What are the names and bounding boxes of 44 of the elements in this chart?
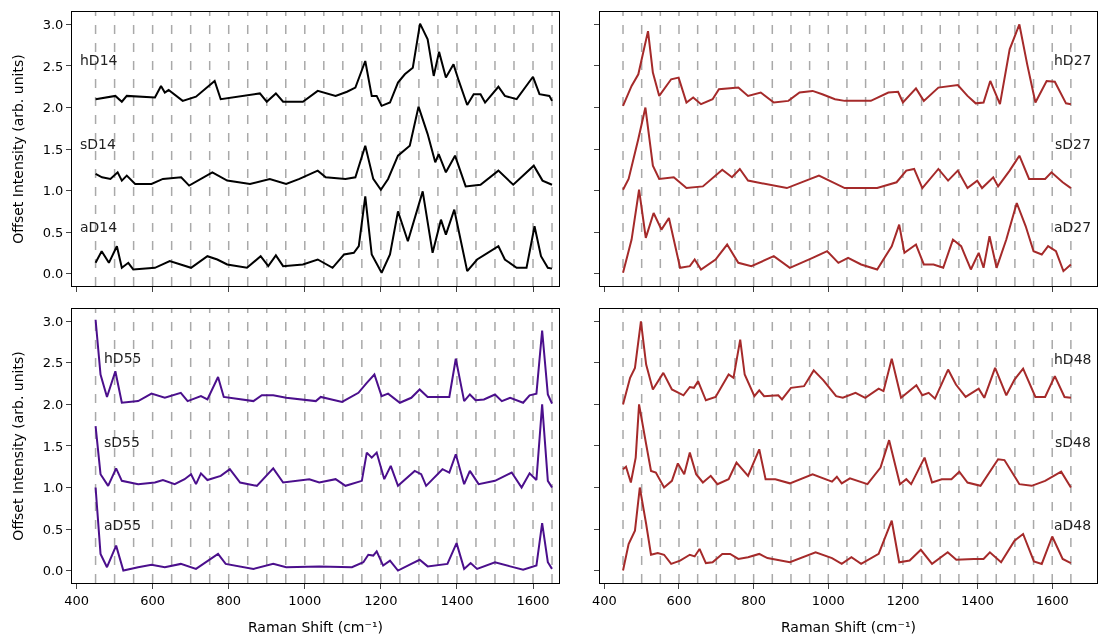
- series-label: sD27: [1055, 136, 1091, 152]
- x-tick-label: 400: [64, 592, 89, 608]
- x-tick-label: 1600: [1035, 592, 1069, 608]
- series-label: aD27: [1054, 219, 1092, 235]
- y-tick-label: 3.0: [42, 17, 64, 33]
- y-tick-label: 0.5: [42, 224, 64, 240]
- x-tick-label: 1400: [961, 592, 995, 608]
- series-label: hD27: [1054, 52, 1092, 68]
- y-tick-label: 1.0: [42, 480, 64, 496]
- y-tick-label: 0.0: [42, 563, 64, 579]
- series-label: sD48: [1055, 434, 1091, 450]
- x-tick-label: 600: [666, 592, 692, 608]
- series-label: hD48: [1054, 351, 1092, 367]
- series-label: sD14: [80, 136, 116, 152]
- x-tick-label: 1600: [516, 592, 550, 608]
- y-tick-label: 0.0: [42, 266, 64, 282]
- series-label: aD55: [104, 517, 142, 533]
- x-tick-label: 1000: [288, 592, 322, 608]
- x-axis-title: Raman Shift (cm⁻¹): [780, 618, 916, 635]
- series-label: aD14: [80, 219, 118, 235]
- y-tick-label: 2.0: [42, 100, 64, 116]
- y-tick-label: 3.0: [42, 313, 64, 329]
- x-tick-label: 800: [741, 592, 767, 608]
- x-axis-title: Raman Shift (cm⁻¹): [247, 618, 383, 635]
- x-tick-label: 1000: [811, 592, 845, 608]
- x-tick-label: 600: [140, 592, 166, 608]
- x-tick-label: 1200: [364, 592, 398, 608]
- series-label: sD55: [104, 434, 140, 450]
- series-label: hD14: [80, 52, 118, 68]
- y-axis-title: Offset Intensity (arb. units): [10, 351, 27, 541]
- y-tick-label: 1.0: [42, 183, 64, 199]
- y-tick-label: 0.5: [42, 521, 64, 537]
- y-tick-label: 2.5: [42, 58, 64, 74]
- y-tick-label: 1.5: [42, 141, 64, 157]
- y-tick-label: 2.5: [42, 355, 64, 371]
- series-label: hD55: [104, 350, 142, 366]
- series-label: aD48: [1054, 517, 1092, 533]
- x-tick-label: 1200: [886, 592, 920, 608]
- y-tick-label: 2.0: [42, 396, 64, 412]
- x-tick-label: 800: [216, 592, 242, 608]
- y-tick-label: 1.5: [42, 438, 64, 454]
- x-tick-label: 400: [591, 592, 617, 608]
- x-tick-label: 1400: [440, 592, 474, 608]
- y-axis-title: Offset Intensity (arb. units): [10, 54, 27, 244]
